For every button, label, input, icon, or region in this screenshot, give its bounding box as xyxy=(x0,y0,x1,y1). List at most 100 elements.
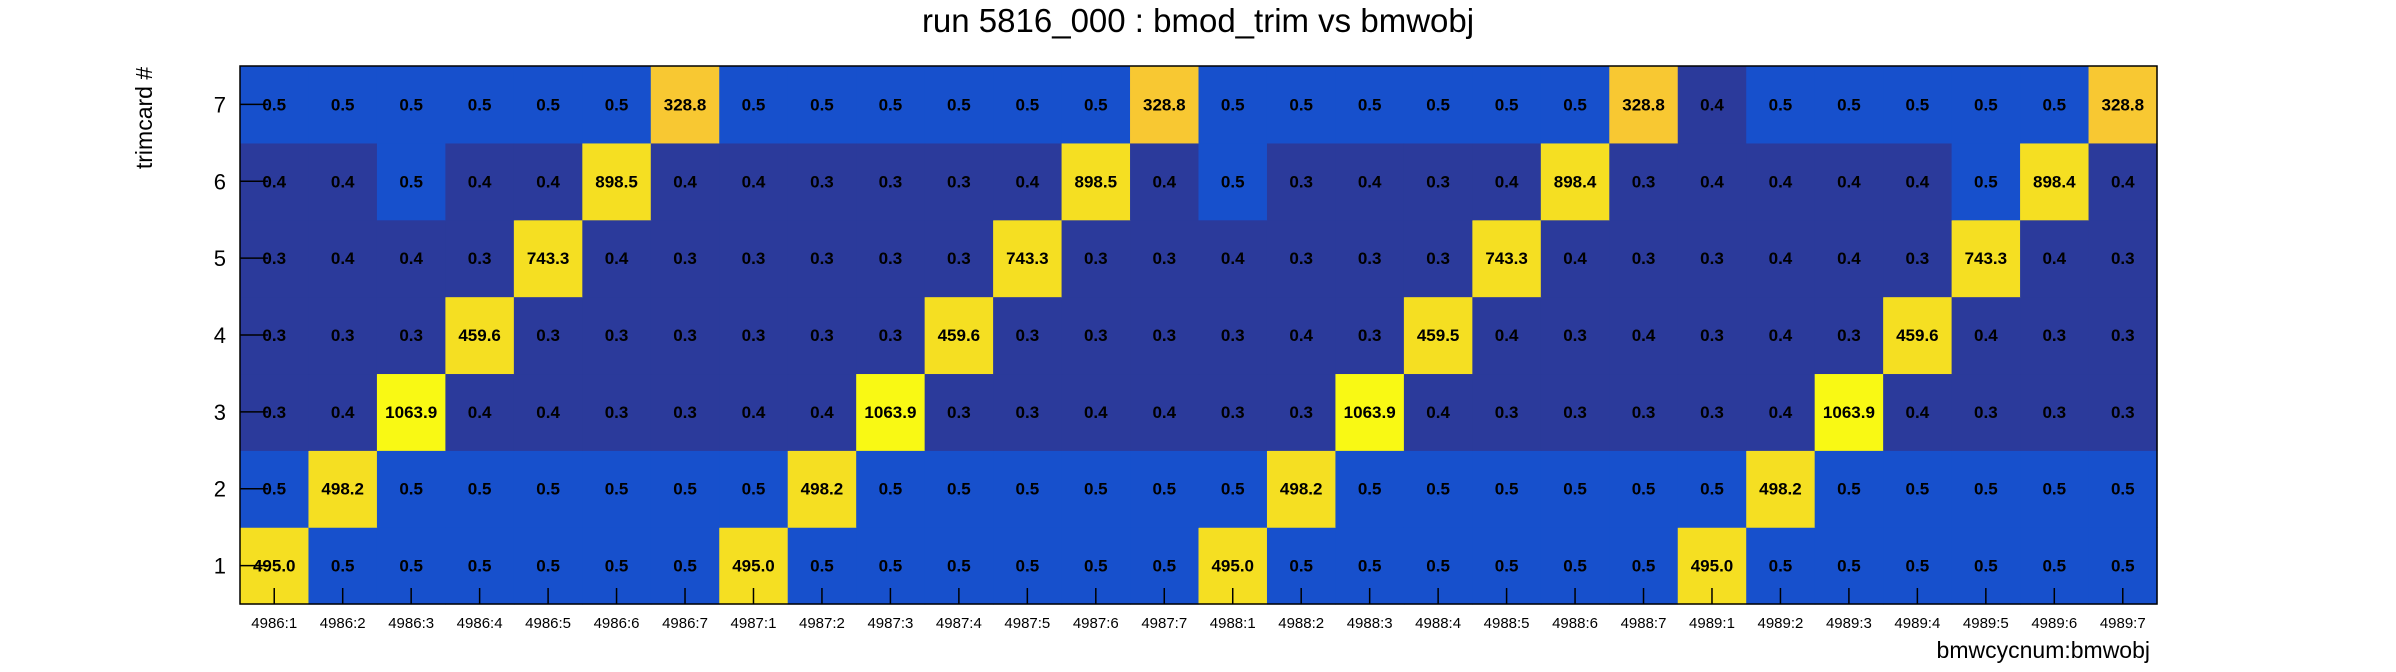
cell-value-label: 0.3 xyxy=(1563,326,1587,345)
heatmap-cell xyxy=(719,450,789,528)
heatmap-cell xyxy=(787,142,857,221)
cell-value-label: 0.3 xyxy=(1632,172,1656,191)
heatmap-cell xyxy=(2088,373,2158,451)
cell-value-label: 495.0 xyxy=(1691,557,1734,576)
cell-value-label: 0.5 xyxy=(1974,95,1998,114)
cell-value-label: 0.5 xyxy=(468,95,492,114)
heatmap-cell xyxy=(308,373,378,451)
cell-value-label: 0.4 xyxy=(536,403,560,422)
cell-value-label: 0.3 xyxy=(1289,249,1313,268)
cell-value-label: 0.3 xyxy=(1221,326,1245,345)
heatmap-cell xyxy=(1540,450,1610,528)
x-axis-ticks: 4986:1 4986:2 4986:3 4986:4 4986:5 4986:6 4986… xyxy=(251,588,2146,632)
heatmap-cell xyxy=(856,296,926,375)
cell-value-label: 0.4 xyxy=(1769,249,1793,268)
cell-value-label: 0.3 xyxy=(1084,249,1108,268)
cell-value-label: 0.5 xyxy=(605,480,629,499)
cell-value-label: 0.3 xyxy=(947,172,971,191)
heatmap-cell xyxy=(2020,66,2090,144)
heatmap-cell xyxy=(650,142,720,221)
x-tick-label: 4986:6 xyxy=(594,615,640,632)
heatmap-cell xyxy=(1061,142,1131,221)
heatmap-cell xyxy=(1746,296,1816,375)
cell-value-label: 0.5 xyxy=(1016,95,1040,114)
cell-value-label: 0.4 xyxy=(2042,249,2066,268)
x-tick-label: 4987:1 xyxy=(731,615,777,632)
x-tick-label: 4988:3 xyxy=(1347,615,1393,632)
cell-value-label: 0.4 xyxy=(536,172,560,191)
cell-value-label: 0.5 xyxy=(1563,557,1587,576)
x-tick-label: 4988:6 xyxy=(1552,615,1598,632)
cell-value-label: 0.5 xyxy=(468,557,492,576)
cell-value-label: 0.5 xyxy=(1358,557,1382,576)
cell-value-label: 1063.9 xyxy=(1823,403,1875,422)
cell-value-label: 0.3 xyxy=(810,172,834,191)
cell-value-label: 0.3 xyxy=(2042,403,2066,422)
heatmap-cell xyxy=(1335,296,1405,375)
cell-value-label: 0.4 xyxy=(262,172,286,191)
cell-value-label: 0.5 xyxy=(1632,557,1656,576)
cell-value-label: 0.4 xyxy=(1221,249,1245,268)
heatmap-cell xyxy=(1883,296,1953,375)
heatmap-cell xyxy=(1746,219,1816,298)
cell-value-label: 0.4 xyxy=(331,403,355,422)
cell-value-label: 0.5 xyxy=(1632,480,1656,499)
cell-value-label: 0.5 xyxy=(1084,480,1108,499)
cell-value-label: 0.3 xyxy=(1221,403,1245,422)
cell-value-label: 328.8 xyxy=(2101,95,2144,114)
cell-value-label: 0.5 xyxy=(536,95,560,114)
heatmap-cell xyxy=(1951,66,2021,144)
cell-value-label: 0.5 xyxy=(399,172,423,191)
heatmap-cell xyxy=(1061,450,1131,528)
heatmap-cell xyxy=(2020,450,2090,528)
cell-value-label: 0.5 xyxy=(947,557,971,576)
heatmap-cell xyxy=(513,450,583,528)
cell-value-label: 0.5 xyxy=(399,557,423,576)
heatmap-cell xyxy=(2020,373,2090,451)
heatmap-cell xyxy=(513,296,583,375)
heatmap-cell xyxy=(1677,66,1747,144)
cell-value-label: 0.4 xyxy=(1426,403,1450,422)
heatmap-cell xyxy=(650,450,720,528)
cell-value-label: 0.5 xyxy=(1426,557,1450,576)
heatmap-cell xyxy=(1266,219,1337,298)
cell-value-label: 0.5 xyxy=(1495,557,1519,576)
heatmap-cell xyxy=(1609,66,1679,144)
x-axis-title: bmwcycnum:bmwobj xyxy=(1937,637,2150,663)
cell-value-label: 0.3 xyxy=(1563,403,1587,422)
cell-value-label: 898.5 xyxy=(595,172,638,191)
cell-value-label: 743.3 xyxy=(1965,249,2008,268)
heatmap-cell xyxy=(993,296,1063,375)
cell-value-label: 0.5 xyxy=(673,480,697,499)
heatmap-cell xyxy=(2088,219,2158,298)
heatmap-cell xyxy=(1198,373,1268,451)
heatmap-cell xyxy=(924,66,994,144)
heatmap-cell xyxy=(924,296,994,375)
heatmap-cell xyxy=(719,66,789,144)
heatmap-cells xyxy=(240,66,2158,605)
heatmap-cell xyxy=(1814,373,1884,451)
heatmap-cell xyxy=(1266,450,1337,528)
cell-value-label: 0.5 xyxy=(1837,557,1861,576)
x-tick-label: 4989:5 xyxy=(1963,615,2009,632)
cell-value-label: 743.3 xyxy=(1485,249,1528,268)
cell-value-label: 0.5 xyxy=(1016,480,1040,499)
cell-value-label: 898.5 xyxy=(1075,172,1118,191)
heatmap-cell xyxy=(650,296,720,375)
cell-value-label: 0.3 xyxy=(605,403,629,422)
cell-value-label: 0.5 xyxy=(2042,480,2066,499)
heatmap-cell xyxy=(1130,373,1200,451)
cell-value-label: 0.5 xyxy=(1906,95,1930,114)
heatmap-cell xyxy=(513,373,583,451)
cell-value-label: 0.4 xyxy=(331,249,355,268)
heatmap-cell xyxy=(445,219,515,298)
cell-value-label: 0.5 xyxy=(399,480,423,499)
heatmap-cell xyxy=(1814,219,1884,298)
heatmap-cell xyxy=(1814,142,1884,221)
cell-value-label: 0.5 xyxy=(1084,557,1108,576)
cell-value-label: 0.5 xyxy=(673,557,697,576)
cell-value-label: 0.5 xyxy=(605,557,629,576)
cell-value-label: 0.5 xyxy=(331,557,355,576)
cell-value-label: 0.3 xyxy=(1016,326,1040,345)
cell-value-label: 0.5 xyxy=(331,95,355,114)
